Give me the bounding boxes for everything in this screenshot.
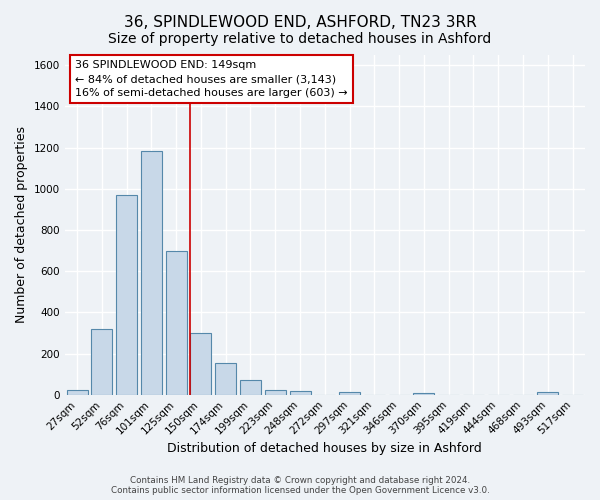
Bar <box>339 392 360 394</box>
X-axis label: Distribution of detached houses by size in Ashford: Distribution of detached houses by size … <box>167 442 482 455</box>
Bar <box>116 195 137 394</box>
Text: Contains HM Land Registry data © Crown copyright and database right 2024.
Contai: Contains HM Land Registry data © Crown c… <box>110 476 490 495</box>
Bar <box>538 392 559 394</box>
Bar <box>91 329 112 394</box>
Bar <box>290 391 311 394</box>
Text: 36, SPINDLEWOOD END, ASHFORD, TN23 3RR: 36, SPINDLEWOOD END, ASHFORD, TN23 3RR <box>124 15 476 30</box>
Y-axis label: Number of detached properties: Number of detached properties <box>15 126 28 324</box>
Bar <box>215 363 236 394</box>
Bar <box>265 390 286 394</box>
Bar <box>67 390 88 394</box>
Bar <box>413 392 434 394</box>
Bar <box>141 150 162 394</box>
Bar <box>240 380 261 394</box>
Text: Size of property relative to detached houses in Ashford: Size of property relative to detached ho… <box>109 32 491 46</box>
Bar <box>166 250 187 394</box>
Text: 36 SPINDLEWOOD END: 149sqm
← 84% of detached houses are smaller (3,143)
16% of s: 36 SPINDLEWOOD END: 149sqm ← 84% of deta… <box>75 60 347 98</box>
Bar <box>190 333 211 394</box>
